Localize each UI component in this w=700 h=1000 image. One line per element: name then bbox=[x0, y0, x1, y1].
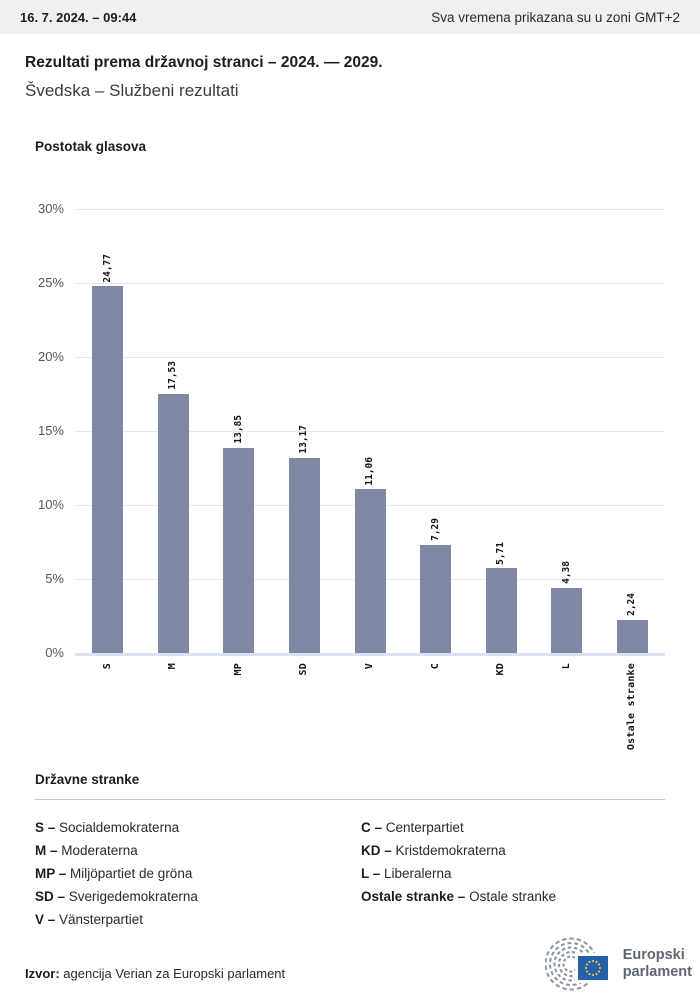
ep-logo-line1: Europski bbox=[622, 947, 685, 964]
legend-column: S – Socialdemokraterna M – Moderaterna MP … bbox=[35, 816, 361, 931]
x-axis-category-label: SD bbox=[298, 663, 310, 676]
bar-chart: 30% 25% 20% 15% 10% 5% 0% 24,77 S 17,53 M 13,85 MP 13… bbox=[0, 195, 700, 770]
bar-value-label: 7,29 bbox=[429, 518, 441, 542]
legend-item: V – Vänsterpartiet bbox=[35, 908, 361, 931]
legend-columns: S – Socialdemokraterna M – Moderaterna MP … bbox=[35, 816, 665, 931]
bar bbox=[616, 619, 648, 653]
x-axis-line bbox=[75, 653, 665, 656]
ep-logo-text: Europski parlament bbox=[623, 947, 692, 980]
x-axis-category-label: C bbox=[429, 663, 441, 670]
ep-logo-line2: parlament bbox=[622, 964, 692, 980]
bar-value-label: 17,53 bbox=[167, 360, 179, 390]
chart-title: Postotak glasova bbox=[35, 139, 147, 154]
gridline bbox=[75, 357, 665, 358]
eu-flag-icon bbox=[574, 953, 612, 983]
party-name: Kristdemokraterna bbox=[395, 843, 506, 858]
x-axis-category-label: L bbox=[560, 663, 572, 670]
source-text: agencija Verian za Europski parlament bbox=[63, 966, 286, 981]
bar bbox=[92, 286, 124, 653]
legend-item: L – Liberalerna bbox=[361, 862, 665, 885]
bar-value-label: 4,38 bbox=[560, 561, 572, 585]
party-abbr: MP – bbox=[35, 866, 71, 881]
bar bbox=[223, 448, 255, 653]
source-label: Izvor: bbox=[25, 966, 60, 981]
legend-item: MP – Miljöpartiet de gröna bbox=[35, 862, 361, 885]
legend-item: Ostale stranke – Ostale stranke bbox=[361, 885, 665, 908]
topbar: 16. 7. 2024. – 09:44 Sva vremena prikaza… bbox=[0, 0, 700, 34]
party-abbr: C – bbox=[361, 820, 386, 835]
y-axis-tick-label: 30% bbox=[37, 201, 64, 216]
party-abbr: S – bbox=[35, 820, 60, 835]
bar-value-label: 11,06 bbox=[364, 456, 375, 486]
page-subtitle: Švedska – Službeni rezultati bbox=[25, 81, 239, 100]
gridline bbox=[75, 431, 665, 432]
y-axis-tick-label: 0% bbox=[45, 645, 64, 660]
legend-section: Državne stranke S – Socialdemokraterna M … bbox=[35, 772, 665, 931]
gridline bbox=[75, 209, 665, 210]
bar-value-label: 24,77 bbox=[101, 253, 113, 283]
legend-item: M – Moderaterna bbox=[35, 839, 361, 862]
x-axis-category-label: Ostale stranke bbox=[626, 663, 638, 751]
x-axis-category-label: M bbox=[167, 663, 179, 670]
party-name: Liberalerna bbox=[384, 866, 452, 881]
gridline bbox=[75, 283, 665, 284]
bar bbox=[354, 489, 386, 653]
ep-logo: Europski parlament bbox=[544, 937, 692, 991]
ep-hemicycle-icon bbox=[544, 937, 612, 991]
x-axis-category-label: V bbox=[364, 663, 375, 670]
source-note: Izvor: agencija Verian za Europski parla… bbox=[25, 966, 285, 981]
party-name: Vänsterpartiet bbox=[59, 912, 144, 927]
y-axis-tick-label: 5% bbox=[45, 571, 64, 586]
party-name: Moderaterna bbox=[61, 843, 138, 858]
bar-value-label: 13,17 bbox=[298, 425, 310, 455]
timezone-note: Sva vremena prikazana su u zoni GMT+2 bbox=[431, 9, 680, 25]
legend-column: C – Centerpartiet KD – Kristdemokraterna L… bbox=[361, 816, 665, 931]
bar bbox=[157, 393, 189, 653]
y-axis-tick-label: 20% bbox=[37, 349, 64, 364]
party-name: Centerpartiet bbox=[385, 820, 464, 835]
x-axis-category-label: S bbox=[101, 663, 113, 670]
x-axis-category-label: MP bbox=[232, 663, 244, 676]
legend-item: SD – Sverigedemokraterna bbox=[35, 885, 361, 908]
legend-divider bbox=[35, 799, 665, 800]
party-abbr: Ostale stranke – bbox=[361, 889, 470, 904]
party-name: Ostale stranke bbox=[469, 889, 557, 904]
party-abbr: KD – bbox=[361, 843, 396, 858]
party-name: Socialdemokraterna bbox=[59, 820, 180, 835]
bar-value-label: 13,85 bbox=[232, 415, 244, 445]
party-abbr: SD – bbox=[35, 889, 69, 904]
party-abbr: L – bbox=[361, 866, 385, 881]
report-datetime: 16. 7. 2024. – 09:44 bbox=[20, 9, 137, 25]
party-name: Miljöpartiet de gröna bbox=[70, 866, 193, 881]
party-abbr: M – bbox=[35, 843, 62, 858]
y-axis-tick-label: 25% bbox=[37, 275, 64, 290]
legend-item: KD – Kristdemokraterna bbox=[361, 839, 665, 862]
legend-item: C – Centerpartiet bbox=[361, 816, 665, 839]
legend-title: Državne stranke bbox=[35, 772, 140, 787]
bar bbox=[420, 545, 452, 653]
bar bbox=[485, 568, 517, 653]
bar bbox=[551, 588, 583, 653]
party-abbr: V – bbox=[35, 912, 60, 927]
bar bbox=[288, 458, 320, 653]
y-axis-tick-label: 15% bbox=[37, 423, 64, 438]
x-axis-category-label: KD bbox=[495, 663, 507, 676]
bar-value-label: 5,71 bbox=[495, 541, 507, 565]
bar-value-label: 2,24 bbox=[626, 592, 638, 616]
party-name: Sverigedemokraterna bbox=[68, 889, 198, 904]
legend-item: S – Socialdemokraterna bbox=[35, 816, 361, 839]
page-title: Rezultati prema državnoj stranci – 2024.… bbox=[25, 54, 383, 71]
y-axis-tick-label: 10% bbox=[37, 497, 64, 512]
